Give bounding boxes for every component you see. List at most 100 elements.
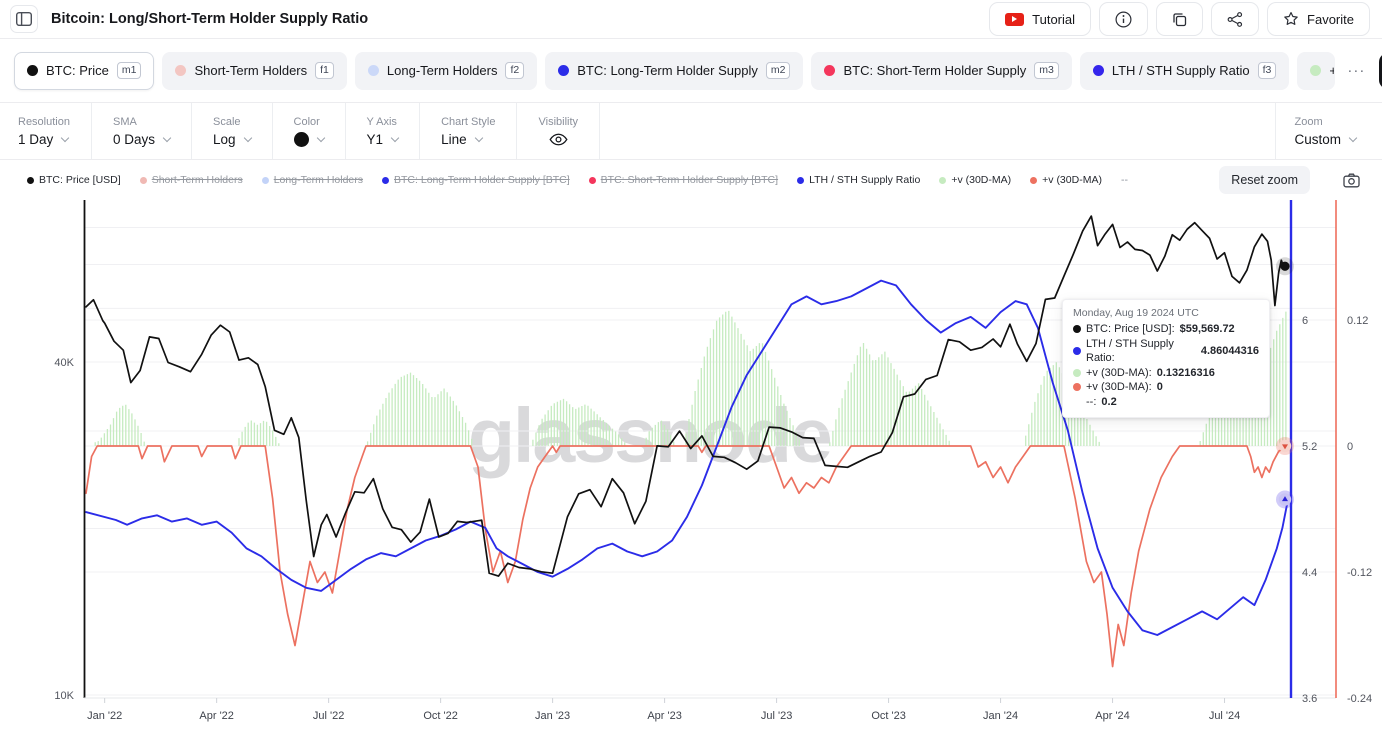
info-button[interactable] (1099, 2, 1149, 36)
metric-dot (558, 65, 570, 76)
more-metrics-button[interactable]: ··· (1343, 62, 1369, 79)
metric-pills: BTC: Price m1 Short-Term Holders f1 Long-Ter… (14, 51, 1336, 90)
metric-pill-6[interactable]: LTH / STH Supply Ratio f3 (1079, 51, 1290, 90)
chevron-down-icon (474, 133, 483, 142)
tooltip-rows: BTC: Price [USD]: $59,569.72 LTH / STH Su… (1073, 322, 1259, 409)
toolbar-group-resolution[interactable]: Resolution 1 Day (0, 103, 92, 159)
toolbar-group-label: Color (293, 115, 320, 128)
toolbar-group-chart-style[interactable]: Chart Style Line (420, 103, 518, 159)
chevron-down-icon (162, 133, 172, 142)
tooltip-label: LTH / STH Supply Ratio: (1086, 337, 1174, 365)
toolbar-group-label: SMA (112, 115, 137, 128)
axis-tick-label: 4.4 (1302, 567, 1317, 579)
series-line-btc-price-usd- (85, 215, 1289, 577)
metric-pill-4[interactable]: BTC: Long-Term Holder Supply m2 (545, 51, 804, 90)
toolbar-group-label: Chart Style (441, 115, 496, 128)
legend-item-label: BTC: Price [USD] (39, 174, 121, 186)
legend-item-2[interactable]: Short-Term Holders (139, 174, 243, 186)
legend-item-6[interactable]: LTH / STH Supply Ratio (797, 174, 920, 186)
tooltip-dot (1073, 325, 1081, 334)
toolbar-group-value-text: Y1 (366, 131, 384, 147)
zoom-control[interactable]: Zoom Custom (1275, 103, 1382, 159)
axis-tick-label: Jul '23 (761, 710, 792, 722)
toolbar-group-value: Log (213, 131, 252, 147)
legend-item-4[interactable]: BTC: Long-Term Holder Supply [BTC] (382, 174, 570, 186)
toolbar-group-color[interactable]: Color (273, 103, 346, 159)
tooltip-dot (1073, 347, 1081, 355)
metric-pill-label: LTH / STH Supply Ratio (1111, 63, 1250, 78)
toolbar-group-value-text: 0 Days (112, 131, 156, 147)
axis-tick-label: 0.12 (1347, 315, 1368, 327)
toolbar-group-value: 1 Day (18, 132, 70, 147)
metric-pill-label: BTC: Price (46, 63, 109, 78)
zoom-label: Zoom (1294, 115, 1323, 128)
legend-item-1[interactable]: BTC: Price [USD] (27, 174, 121, 186)
metrics-row: BTC: Price m1 Short-Term Holders f1 Long-Ter… (0, 39, 1382, 103)
add-metric-button[interactable]: + Add (1379, 52, 1382, 89)
series-green-30dma-bars (94, 310, 1287, 446)
series-line-lth-sth-supply-ratio (85, 279, 1289, 636)
metric-pill-7[interactable]: +v (30D-MA) (1297, 51, 1336, 90)
metric-pill-label: Short-Term Holders (194, 63, 308, 78)
share-button[interactable] (1211, 2, 1260, 36)
reset-zoom-button[interactable]: Reset zoom (1219, 166, 1310, 194)
metric-pill-1[interactable]: BTC: Price m1 (14, 51, 155, 90)
toolbar-group-label: Scale (213, 115, 241, 128)
axis-tick-label: Oct '22 (423, 710, 458, 722)
info-icon (1115, 10, 1132, 28)
top-bar: Bitcoin: Long/Short-Term Holder Supply R… (0, 0, 1382, 39)
youtube-icon (1005, 12, 1025, 26)
duplicate-button[interactable] (1156, 2, 1204, 36)
sidebar-toggle-button[interactable] (10, 5, 38, 33)
marker-arrow-down (1282, 444, 1288, 450)
tooltip-label: --: (1086, 395, 1097, 408)
legend-dot (261, 176, 269, 184)
toolbar-group-value: Line (441, 132, 495, 147)
legend-item-5[interactable]: BTC: Short-Term Holder Supply [BTC] (588, 174, 778, 186)
metric-dot (824, 65, 836, 76)
metric-pill-5[interactable]: BTC: Short-Term Holder Supply m3 (811, 51, 1072, 90)
metric-pill-3[interactable]: Long-Term Holders f2 (354, 51, 538, 90)
screenshot-button[interactable] (1343, 173, 1360, 188)
tooltip-dot (1073, 383, 1081, 392)
legend-item-7[interactable]: +v (30D-MA) (939, 174, 1011, 186)
metric-pill-label: Long-Term Holders (386, 63, 498, 78)
chevron-down-icon (390, 133, 400, 142)
axis-tick-label: Jul '24 (1209, 710, 1240, 722)
axis-tick-label: Apr '24 (1095, 710, 1130, 722)
legend-dot (1030, 176, 1038, 184)
tooltip-value: $59,569.72 (1179, 323, 1235, 335)
toolbar-group-value (293, 131, 325, 147)
star-icon (1284, 12, 1298, 25)
toolbar-group-value (538, 132, 578, 146)
tutorial-button[interactable]: Tutorial (989, 2, 1092, 36)
legend-item-8[interactable]: +v (30D-MA) (1030, 174, 1102, 186)
legend-item-label: LTH / STH Supply Ratio (809, 174, 921, 186)
axis-tick-label: Jul '22 (313, 710, 344, 722)
axis-tick-label: 3.6 (1302, 693, 1317, 705)
metric-pill-badge: m3 (1034, 62, 1059, 79)
metric-pill-label: BTC: Short-Term Holder Supply (843, 63, 1027, 78)
toolbar-group-visibility[interactable]: Visibility (517, 103, 601, 159)
toolbar-group-value-text: Log (213, 131, 236, 147)
toolbar-group-y-axis[interactable]: Y Axis Y1 (346, 103, 421, 159)
toolbar-group-sma[interactable]: SMA 0 Days (92, 103, 193, 159)
metric-dot (175, 65, 187, 76)
toolbar-group-scale[interactable]: Scale Log (192, 103, 273, 159)
tooltip-dot (1073, 368, 1081, 377)
eye-icon (549, 133, 568, 146)
camera-icon (1343, 173, 1360, 187)
favorite-label: Favorite (1307, 11, 1354, 27)
metric-pill-badge: m2 (765, 62, 791, 79)
marker-arrow-up (1282, 496, 1288, 502)
favorite-button[interactable]: Favorite (1267, 2, 1370, 36)
tooltip-row-4: +v (30D-MA): 0 (1073, 380, 1259, 395)
legend-item-label: +v (30D-MA) (951, 174, 1012, 186)
legend-item-9[interactable]: -- (1121, 174, 1128, 186)
metric-pill-2[interactable]: Short-Term Holders f1 (162, 51, 347, 90)
chart-plot-area[interactable]: 40K 10K 6 5.2 4.4 3.6 0.12 0 -0.12 -0.24 Jan '22 Ap… (0, 200, 1382, 737)
chevron-down-icon (1348, 133, 1358, 142)
series-line--v-30d-ma- (85, 445, 1289, 668)
legend-item-3[interactable]: Long-Term Holders (261, 174, 363, 186)
tooltip-label: BTC: Price [USD]: (1086, 323, 1175, 335)
